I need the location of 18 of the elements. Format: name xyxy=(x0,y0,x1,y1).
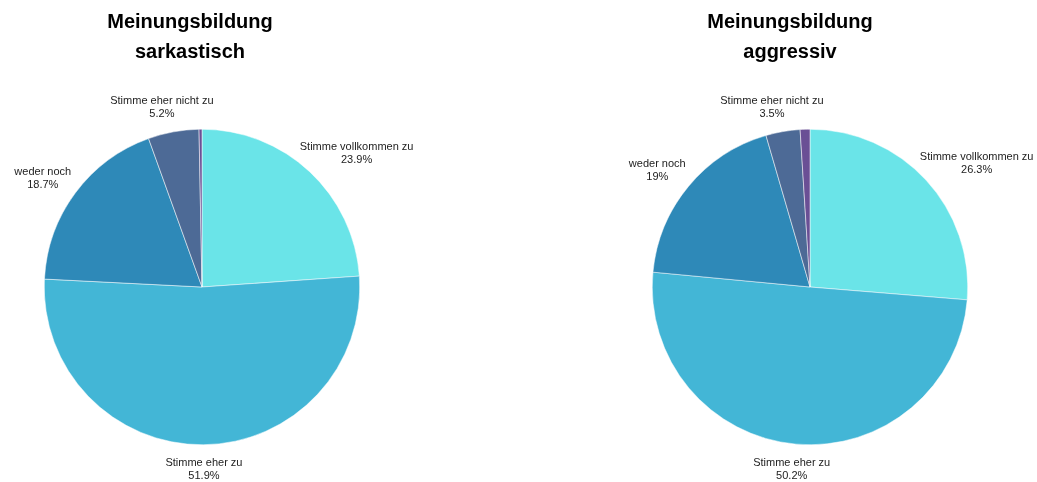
slice-label: Stimme vollkommen zu xyxy=(919,149,1034,162)
data-label: 18.7% xyxy=(27,177,59,190)
data-label: 19% xyxy=(646,170,669,183)
slice-label: Stimme eher zu xyxy=(753,455,831,468)
slice-label: Stimme eher zu xyxy=(165,456,243,469)
data-label: 26.3% xyxy=(961,162,993,175)
slice-label: weder noch xyxy=(13,164,72,177)
data-label: 5.2% xyxy=(149,106,175,119)
data-label: 3.5% xyxy=(759,106,785,119)
data-label: 23.9% xyxy=(341,152,373,165)
chart-title: Meinungsbildung sarkastisch xyxy=(107,9,273,62)
data-label: 51.9% xyxy=(188,469,220,482)
slice-label: Stimme eher nicht zu xyxy=(720,93,824,106)
data-label: 50.2% xyxy=(776,468,808,481)
slice-label: weder noch xyxy=(627,157,686,170)
chart-title: Meinungsbildung aggressiv xyxy=(707,9,873,62)
slice-label: Stimme vollkommen zu xyxy=(299,139,414,152)
slice-label: Stimme eher nicht zu xyxy=(110,93,214,106)
